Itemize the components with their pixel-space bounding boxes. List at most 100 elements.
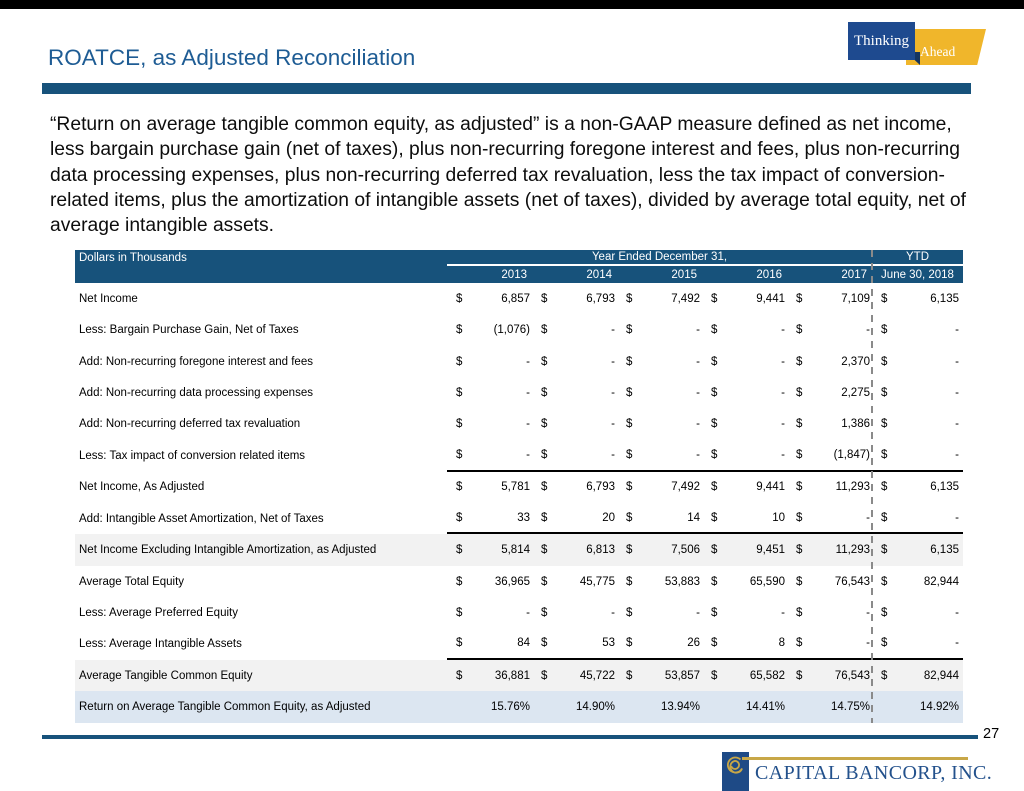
dollar-sign: $	[711, 669, 718, 682]
cell-value: -	[696, 386, 700, 399]
row-value-group: $76,543	[787, 566, 872, 597]
cell-value: -	[696, 606, 700, 619]
cell-value: -	[955, 448, 959, 461]
row-value-group: $53,883	[617, 566, 702, 597]
ytd-header: YTD	[872, 250, 963, 266]
row-value-group: $5,814	[447, 534, 532, 565]
row-label: Net Income, As Adjusted	[79, 481, 205, 494]
cell-value: -	[955, 418, 959, 431]
dollar-sign: $	[711, 418, 718, 431]
table-row: Net Income Excluding Intangible Amortiza…	[75, 534, 963, 566]
row-label: Net Income	[79, 292, 138, 305]
dollar-sign: $	[881, 386, 888, 399]
dollar-sign: $	[796, 669, 803, 682]
table-body: Net Income $6,857 $6,793 $7,492 $9,441 $7,109…	[75, 283, 963, 723]
row-value-group: $14	[617, 503, 702, 535]
row-value-group: $ -	[702, 346, 787, 377]
row-value-group: $11,293	[787, 534, 872, 565]
row-value-group: $53	[532, 629, 617, 661]
table-row: Add: Intangible Asset Amortization, Net …	[75, 503, 963, 535]
cell-value: 9,441	[756, 292, 785, 305]
row-value-group: $6,857	[447, 283, 532, 314]
row-value-group: $ -	[617, 377, 702, 408]
row-value-group: $2,370	[787, 346, 872, 377]
dollar-sign: $	[711, 386, 718, 399]
year-header-cell: 2017	[841, 268, 867, 281]
cell-value: 14.92%	[919, 701, 959, 714]
table-header-row-2: 2013 2014 2015 2016 2017 June 30, 2018	[75, 266, 963, 283]
dollar-sign: $	[541, 418, 548, 431]
row-value-group: $76,543	[787, 660, 872, 691]
table-row: Add: Non-recurring foregone interest and…	[75, 346, 963, 377]
dollar-sign: $	[541, 324, 548, 337]
row-value-group: $ -	[872, 409, 963, 440]
row-value-group: $7,506	[617, 534, 702, 565]
cell-value: 11,293	[835, 481, 870, 494]
table-row: Less: Average Intangible Assets $84 $53 $26…	[75, 629, 963, 661]
cell-value: 2,370	[841, 355, 870, 368]
row-value-group: $ -	[532, 346, 617, 377]
cell-value: 9,451	[756, 544, 785, 557]
row-value-group: 14.75%	[787, 691, 872, 722]
dollar-sign: $	[626, 386, 633, 399]
dollar-sign: $	[626, 606, 633, 619]
dollar-sign: $	[456, 637, 463, 650]
cell-value: -	[955, 606, 959, 619]
dollar-sign: $	[541, 575, 548, 588]
dollar-sign: $	[626, 418, 633, 431]
dollar-sign: $	[541, 292, 548, 305]
cell-value: 7,492	[671, 292, 700, 305]
row-value-group: $5,781	[447, 472, 532, 503]
dollar-sign: $	[796, 386, 803, 399]
row-value-group: $7,492	[617, 283, 702, 314]
cell-value: 82,944	[923, 575, 959, 588]
cell-value: -	[955, 637, 959, 650]
cell-value: 45,775	[579, 575, 615, 588]
dollar-sign: $	[796, 481, 803, 494]
row-value-group: $9,441	[702, 472, 787, 503]
dollar-sign: $	[626, 324, 633, 337]
row-value-group: $ -	[617, 409, 702, 440]
row-label: Less: Bargain Purchase Gain, Net of Taxe…	[79, 324, 299, 337]
dollar-sign: $	[626, 355, 633, 368]
dollar-sign: $	[456, 448, 463, 461]
dollar-sign: $	[711, 292, 718, 305]
row-value-group: $11,293	[787, 472, 872, 503]
row-value-group: $ -	[702, 377, 787, 408]
row-value-group: $ -	[872, 629, 963, 661]
row-value-group: $ -	[447, 377, 532, 408]
cell-value: -	[611, 324, 615, 337]
dollar-sign: $	[456, 544, 463, 557]
cell-value: 6,813	[586, 544, 615, 557]
dollar-sign: $	[541, 669, 548, 682]
row-value-group: $ -	[872, 597, 963, 628]
row-value-group: $ -	[617, 346, 702, 377]
cell-value: -	[611, 386, 615, 399]
title-underline-bar	[42, 83, 971, 94]
dollar-sign: $	[881, 606, 888, 619]
cell-value: 14.41%	[745, 701, 785, 714]
row-value-group: $53,857	[617, 660, 702, 691]
cell-value: 53,883	[664, 575, 700, 588]
dollar-sign: $	[456, 575, 463, 588]
table-row: Less: Bargain Purchase Gain, Net of Taxe…	[75, 314, 963, 345]
table-row: Less: Tax impact of conversion related i…	[75, 440, 963, 472]
row-value-group: $ -	[702, 314, 787, 345]
year-header-cell: 2013	[501, 268, 527, 281]
table-row: Less: Average Preferred Equity $ - $ - $ - $ - $ -…	[75, 597, 963, 628]
table-row: Net Income $6,857 $6,793 $7,492 $9,441 $7,109…	[75, 283, 963, 314]
cell-value: 6,857	[501, 292, 530, 305]
dollar-sign: $	[881, 418, 888, 431]
row-value-group: $ -	[532, 377, 617, 408]
dollar-sign: $	[796, 606, 803, 619]
dollar-sign: $	[881, 637, 888, 650]
dollar-sign: $	[881, 355, 888, 368]
dollar-sign: $	[711, 606, 718, 619]
dollar-sign: $	[626, 511, 633, 524]
dollar-sign: $	[711, 355, 718, 368]
cell-value: 53	[602, 637, 615, 650]
top-border-bar	[0, 0, 1024, 9]
dollar-sign: $	[626, 637, 633, 650]
dollar-sign: $	[796, 448, 803, 461]
row-value-group: 14.92%	[872, 691, 963, 722]
